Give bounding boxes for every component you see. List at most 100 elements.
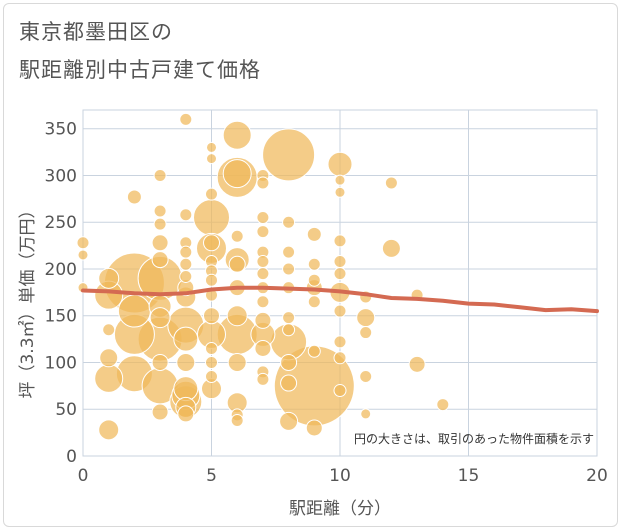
bubble bbox=[94, 363, 124, 393]
bubble bbox=[153, 217, 167, 231]
bubble bbox=[262, 128, 316, 182]
bubble bbox=[151, 251, 169, 269]
bubble bbox=[153, 204, 167, 218]
bubble bbox=[282, 323, 296, 337]
trend-line bbox=[81, 285, 599, 314]
bubble bbox=[359, 370, 373, 384]
bubble bbox=[205, 341, 218, 355]
x-tick-label: 20 bbox=[586, 466, 608, 486]
bubble bbox=[333, 234, 347, 248]
bubble bbox=[305, 419, 323, 437]
bubble bbox=[205, 187, 218, 201]
bubble bbox=[151, 234, 169, 252]
bubble bbox=[334, 174, 346, 186]
bubble bbox=[256, 211, 270, 225]
bubble bbox=[230, 413, 244, 427]
y-tick-label: 50 bbox=[55, 400, 77, 420]
bubble bbox=[205, 273, 218, 287]
bubble bbox=[282, 215, 296, 229]
bubble bbox=[327, 151, 353, 177]
bubble bbox=[173, 326, 199, 352]
bubble bbox=[226, 305, 248, 327]
y-tick-label: 150 bbox=[45, 307, 77, 327]
bubble bbox=[206, 153, 217, 165]
y-tick-label: 300 bbox=[45, 166, 77, 186]
bubble bbox=[334, 186, 346, 198]
bubble bbox=[254, 339, 272, 357]
bubble bbox=[179, 112, 193, 126]
bubble bbox=[76, 236, 90, 250]
bubble bbox=[230, 229, 244, 243]
bubble bbox=[256, 176, 270, 190]
x-tick-label: 15 bbox=[458, 466, 480, 486]
bubble bbox=[436, 398, 450, 412]
bubble bbox=[77, 249, 89, 261]
bubble bbox=[356, 308, 376, 328]
bubble bbox=[179, 245, 193, 259]
bubble bbox=[177, 405, 195, 423]
bubble bbox=[333, 335, 347, 349]
y-tick-label: 200 bbox=[45, 260, 77, 280]
bubble bbox=[333, 254, 347, 268]
bubble bbox=[102, 323, 116, 337]
bubble bbox=[381, 238, 401, 258]
chart-title-line-1: 東京都墨田区の bbox=[19, 20, 173, 44]
y-tick-label: 250 bbox=[45, 213, 77, 233]
bubble bbox=[203, 234, 220, 252]
bubble bbox=[333, 384, 347, 398]
bubble bbox=[227, 352, 247, 372]
y-tick-label: 100 bbox=[45, 353, 77, 373]
bubble bbox=[280, 374, 298, 392]
bubble bbox=[333, 267, 347, 281]
bubble bbox=[256, 267, 270, 281]
bubble bbox=[98, 419, 120, 441]
bubble bbox=[205, 370, 218, 384]
bubble bbox=[254, 311, 272, 329]
bubble bbox=[179, 269, 193, 283]
bubble bbox=[193, 199, 230, 237]
x-axis-ticks: 0 5 10 15 20 bbox=[78, 466, 608, 486]
bubble bbox=[149, 307, 171, 329]
bubble bbox=[307, 344, 321, 358]
y-axis-ticks: 0 50 100 150 200 250 300 350 bbox=[45, 120, 77, 467]
bubble-layer bbox=[76, 112, 450, 441]
bubble bbox=[126, 189, 142, 205]
bubble bbox=[282, 245, 296, 259]
bubble bbox=[333, 351, 347, 365]
bubble bbox=[360, 408, 372, 420]
bubble bbox=[307, 273, 321, 287]
y-tick-label: 350 bbox=[45, 120, 77, 140]
x-tick-label: 5 bbox=[206, 466, 217, 486]
bubble bbox=[206, 141, 217, 153]
bubble bbox=[333, 304, 347, 318]
chart-title-line-2: 駅距離別中古戸建て価格 bbox=[19, 58, 261, 82]
bubble bbox=[176, 352, 196, 372]
bubble bbox=[408, 355, 426, 373]
y-tick-label: 0 bbox=[66, 447, 77, 467]
bubble bbox=[205, 355, 218, 369]
bubble bbox=[279, 411, 299, 431]
bubble bbox=[179, 257, 193, 271]
x-tick-label: 10 bbox=[329, 466, 351, 486]
bubble bbox=[359, 326, 373, 340]
x-axis-title: 駅距離（分） bbox=[289, 499, 391, 519]
bubble bbox=[203, 307, 220, 325]
bubble bbox=[282, 311, 296, 325]
bubble bbox=[307, 257, 321, 271]
bubble bbox=[256, 372, 270, 386]
bubble-size-note: 円の大きさは、取引のあった物件面積を示す bbox=[354, 431, 594, 446]
bubble bbox=[117, 294, 151, 328]
bubble bbox=[282, 262, 296, 276]
bubble bbox=[256, 254, 270, 268]
bubble bbox=[179, 208, 193, 222]
bubble bbox=[256, 225, 270, 239]
bubble bbox=[228, 255, 246, 273]
bubble bbox=[98, 267, 120, 289]
bubble bbox=[222, 159, 252, 189]
bubble bbox=[256, 295, 270, 309]
bubble bbox=[280, 353, 298, 371]
bubble bbox=[153, 168, 167, 182]
bubble bbox=[384, 176, 398, 190]
bubble bbox=[222, 120, 252, 150]
